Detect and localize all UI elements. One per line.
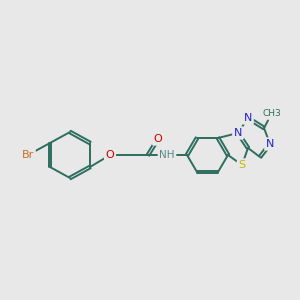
Text: NH: NH bbox=[159, 150, 175, 160]
Text: N: N bbox=[244, 113, 252, 123]
Text: O: O bbox=[106, 150, 114, 160]
Text: S: S bbox=[238, 160, 246, 170]
Text: Br: Br bbox=[22, 150, 34, 160]
Text: N: N bbox=[234, 128, 242, 138]
Text: O: O bbox=[154, 134, 162, 144]
Text: N: N bbox=[266, 139, 274, 149]
Text: CH3: CH3 bbox=[262, 109, 281, 118]
